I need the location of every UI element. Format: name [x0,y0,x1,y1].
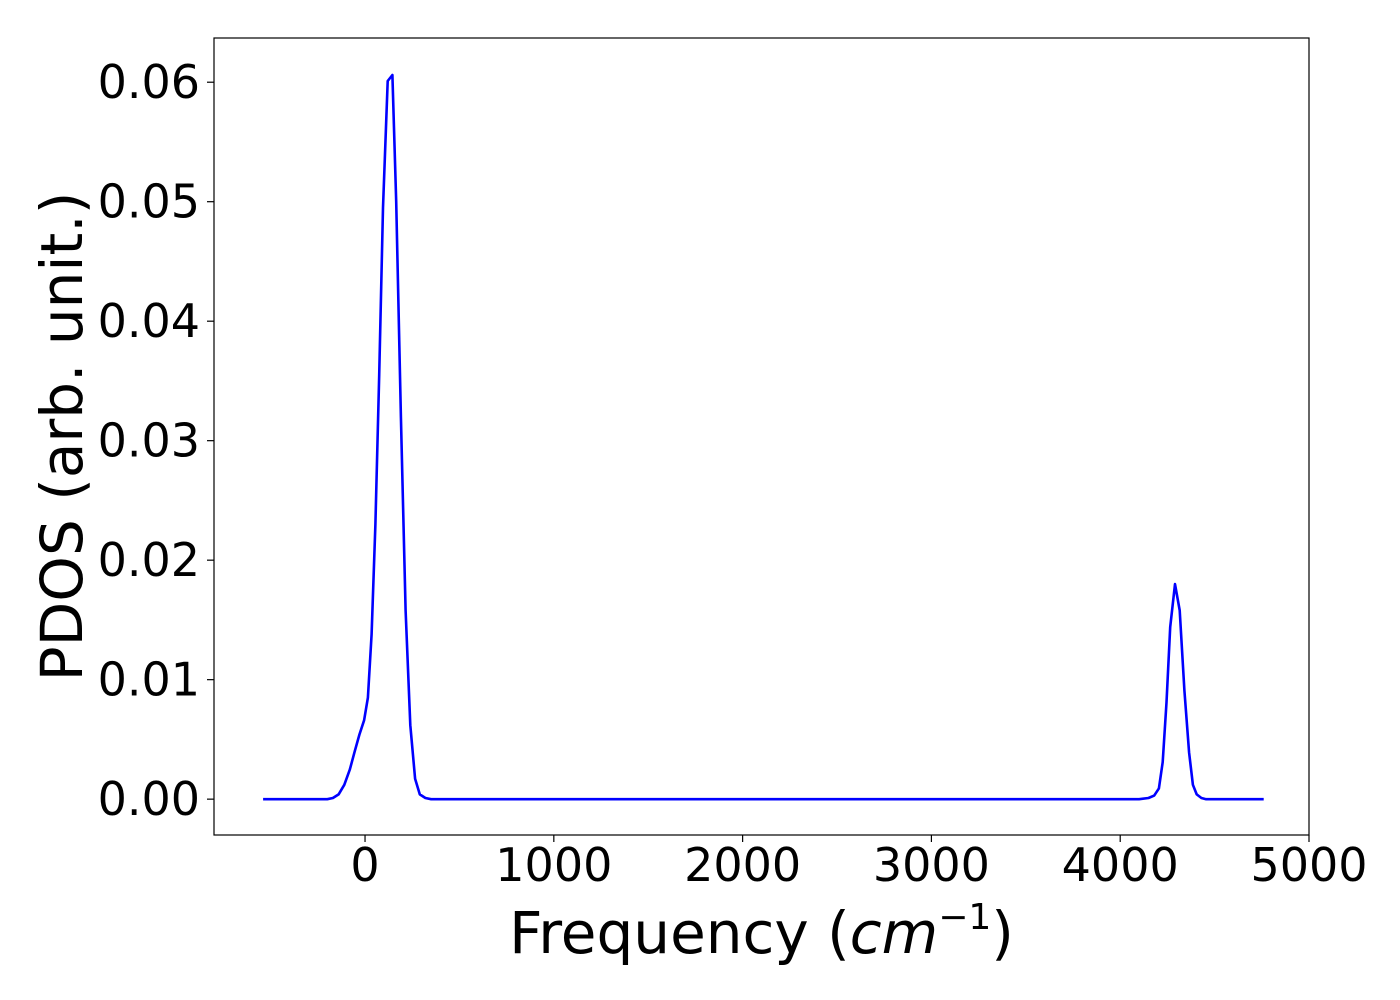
x-axis-label-unit: cm [850,899,938,967]
y-tick-label: 0.04 [98,294,200,348]
series-layer [263,73,1264,801]
x-tick-label: 3000 [873,838,990,892]
x-axis-label-prefix: Frequency ( [509,899,850,967]
y-tick-label: 0.02 [98,533,200,587]
y-tick-label: 0.00 [98,772,200,826]
x-tick-label: 2000 [684,838,801,892]
y-tick-label: 0.05 [98,175,200,229]
x-tick-label: 5000 [1250,838,1367,892]
y-tick-label: 0.03 [98,414,200,468]
y-tick-label: 0.01 [98,653,200,707]
y-axis-ticks: 0.00 0.01 0.02 0.03 0.04 0.05 0.06 [98,55,214,826]
x-axis-label: Frequency (cm−1) [509,897,1014,967]
x-axis-label-exponent: −1 [938,897,991,938]
x-axis-ticks: 0 1000 2000 3000 4000 5000 [350,835,1368,892]
y-tick-label: 0.06 [98,55,200,109]
x-axis-label-suffix: ) [991,899,1014,967]
x-tick-label: 1000 [495,838,612,892]
series-line [263,73,1264,801]
x-tick-label: 0 [350,838,379,892]
x-tick-label: 4000 [1062,838,1179,892]
y-axis-label: PDOS (arb. unit.) [28,192,96,682]
